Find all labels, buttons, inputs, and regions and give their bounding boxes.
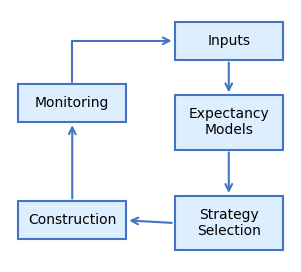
- FancyBboxPatch shape: [175, 196, 283, 250]
- Text: Strategy
Selection: Strategy Selection: [197, 208, 261, 238]
- Text: Monitoring: Monitoring: [35, 96, 110, 110]
- Text: Expectancy
Models: Expectancy Models: [188, 107, 269, 138]
- FancyBboxPatch shape: [175, 22, 283, 60]
- Text: Inputs: Inputs: [207, 34, 250, 48]
- Text: Construction: Construction: [28, 213, 116, 227]
- FancyBboxPatch shape: [18, 201, 126, 239]
- FancyBboxPatch shape: [18, 84, 126, 122]
- FancyBboxPatch shape: [175, 95, 283, 150]
